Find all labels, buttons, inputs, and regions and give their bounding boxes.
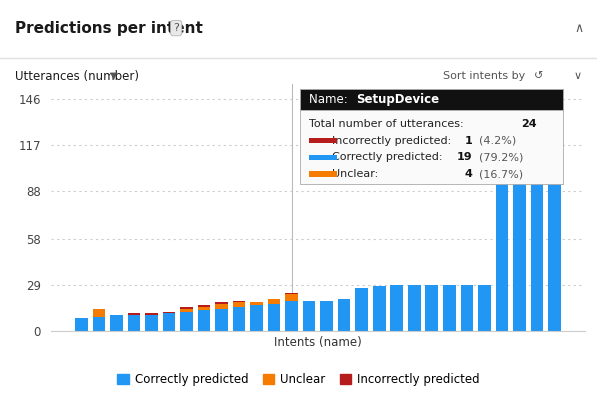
Bar [215,308,228,331]
Text: Name:: Name: [309,93,352,106]
Text: ?: ? [173,23,179,33]
Bar [93,308,105,316]
X-axis label: Intents (name): Intents (name) [274,336,362,349]
Bar [303,301,315,331]
Bar [531,121,543,331]
Text: Correctly predicted:: Correctly predicted: [332,152,442,162]
Bar [250,306,263,331]
Bar [180,307,193,308]
Text: Total number of utterances:: Total number of utterances: [309,119,464,129]
Bar [321,301,333,331]
Bar [408,285,421,331]
Text: Unclear:: Unclear: [332,169,378,179]
Text: 19: 19 [457,152,472,162]
Bar [233,302,245,307]
Bar [128,315,140,331]
Text: Sort intents by: Sort intents by [443,71,525,81]
Text: Utterances (number): Utterances (number) [15,70,139,83]
Text: ▼: ▼ [110,71,118,81]
Bar [443,285,456,331]
Text: (16.7%): (16.7%) [479,169,523,179]
Bar [309,171,337,177]
Legend: Correctly predicted, Unclear, Incorrectly predicted: Correctly predicted, Unclear, Incorrectl… [112,369,485,391]
Text: SetupDevice: SetupDevice [356,93,439,106]
Text: 24: 24 [521,119,537,129]
FancyBboxPatch shape [300,89,563,109]
FancyBboxPatch shape [300,109,563,184]
Text: (4.2%): (4.2%) [479,136,516,146]
Bar [198,310,210,331]
Bar [75,318,88,331]
Bar [390,285,403,331]
Bar [110,315,123,331]
Bar [460,285,473,331]
Bar [162,312,176,313]
Bar [128,313,140,315]
Bar [145,313,158,315]
Bar [268,299,281,304]
Text: ↺: ↺ [534,71,544,81]
Bar [198,306,210,307]
Bar [426,285,438,331]
Bar [180,312,193,331]
Text: ∧: ∧ [575,22,584,34]
Bar [145,315,158,331]
Bar [309,138,337,144]
Bar [233,301,245,302]
Bar [250,302,263,306]
Text: ∨: ∨ [574,71,582,81]
Bar [373,286,386,331]
Bar [309,155,337,160]
Bar [233,307,245,331]
Bar [513,127,526,331]
Bar [215,302,228,304]
Bar [496,132,508,331]
Bar [513,121,526,127]
Bar [198,307,210,310]
Text: Incorrectly predicted:: Incorrectly predicted: [332,136,451,146]
Text: (79.2%): (79.2%) [479,152,524,162]
Bar [478,285,491,331]
Text: 4: 4 [464,169,472,179]
Bar [215,304,228,308]
Text: 1: 1 [464,136,472,146]
Bar [268,304,281,331]
Bar [180,308,193,312]
Bar [548,99,561,331]
Bar [93,316,105,331]
Bar [285,301,298,331]
Text: Predictions per intent: Predictions per intent [15,20,203,36]
Bar [338,299,350,331]
Bar [285,294,298,301]
Bar [355,288,368,331]
Bar [285,293,298,294]
Bar [162,313,176,331]
